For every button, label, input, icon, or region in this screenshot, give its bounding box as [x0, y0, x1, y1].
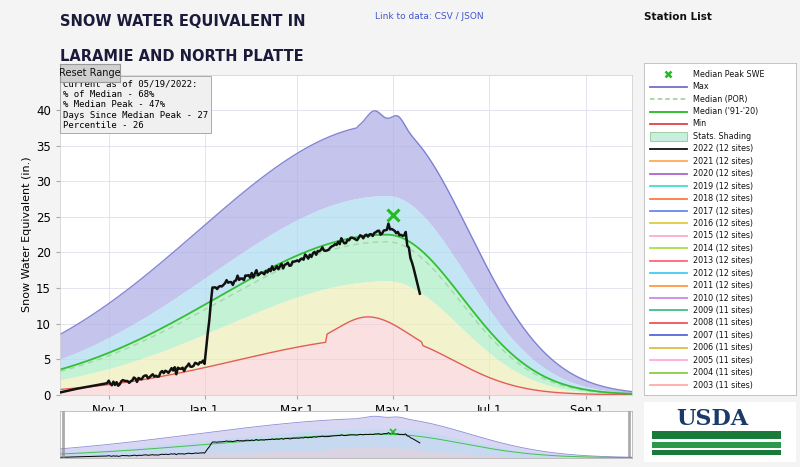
Text: Stats. Shading: Stats. Shading: [693, 132, 750, 141]
Text: 2004 (11 sites): 2004 (11 sites): [693, 368, 753, 377]
Text: 2006 (11 sites): 2006 (11 sites): [693, 343, 753, 352]
Text: Current as of 05/19/2022:
% of Median - 68%
% Median Peak - 47%
Days Since Media: Current as of 05/19/2022: % of Median - …: [63, 79, 208, 130]
FancyBboxPatch shape: [651, 442, 781, 448]
Text: 2008 (11 sites): 2008 (11 sites): [693, 318, 753, 327]
Text: 2007 (11 sites): 2007 (11 sites): [693, 331, 753, 340]
Text: 2015 (12 sites): 2015 (12 sites): [693, 231, 753, 241]
Text: USDA: USDA: [676, 408, 749, 430]
Text: 2021 (12 sites): 2021 (12 sites): [693, 157, 753, 166]
Text: Max: Max: [693, 82, 710, 91]
Text: Median ('91-'20): Median ('91-'20): [693, 107, 758, 116]
Text: Min: Min: [693, 120, 706, 128]
Text: 2005 (11 sites): 2005 (11 sites): [693, 356, 753, 365]
Y-axis label: Snow Water Equivalent (in.): Snow Water Equivalent (in.): [22, 157, 32, 312]
Text: 2013 (12 sites): 2013 (12 sites): [693, 256, 753, 265]
Text: 2016 (12 sites): 2016 (12 sites): [693, 219, 753, 228]
Text: 2018 (12 sites): 2018 (12 sites): [693, 194, 753, 203]
Text: 2014 (12 sites): 2014 (12 sites): [693, 244, 753, 253]
Text: 2010 (12 sites): 2010 (12 sites): [693, 294, 753, 303]
FancyBboxPatch shape: [651, 432, 781, 439]
Text: 2012 (12 sites): 2012 (12 sites): [693, 269, 753, 278]
Text: 2017 (12 sites): 2017 (12 sites): [693, 206, 753, 215]
Text: Median (POR): Median (POR): [693, 95, 747, 104]
Text: Reset Range: Reset Range: [59, 68, 121, 78]
Text: Median Peak SWE: Median Peak SWE: [693, 70, 764, 79]
Text: 2011 (12 sites): 2011 (12 sites): [693, 281, 753, 290]
Text: 2020 (12 sites): 2020 (12 sites): [693, 169, 753, 178]
Text: 2022 (12 sites): 2022 (12 sites): [693, 144, 753, 153]
Text: 2019 (12 sites): 2019 (12 sites): [693, 182, 753, 191]
Text: Link to data: CSV / JSON: Link to data: CSV / JSON: [374, 12, 483, 21]
FancyBboxPatch shape: [650, 132, 686, 141]
Text: 2009 (11 sites): 2009 (11 sites): [693, 306, 753, 315]
Text: Station List: Station List: [644, 12, 712, 21]
Text: LARAMIE AND NORTH PLATTE: LARAMIE AND NORTH PLATTE: [60, 49, 304, 64]
Text: SNOW WATER EQUIVALENT IN: SNOW WATER EQUIVALENT IN: [60, 14, 306, 29]
Text: 2003 (11 sites): 2003 (11 sites): [693, 381, 753, 389]
FancyBboxPatch shape: [651, 450, 781, 455]
